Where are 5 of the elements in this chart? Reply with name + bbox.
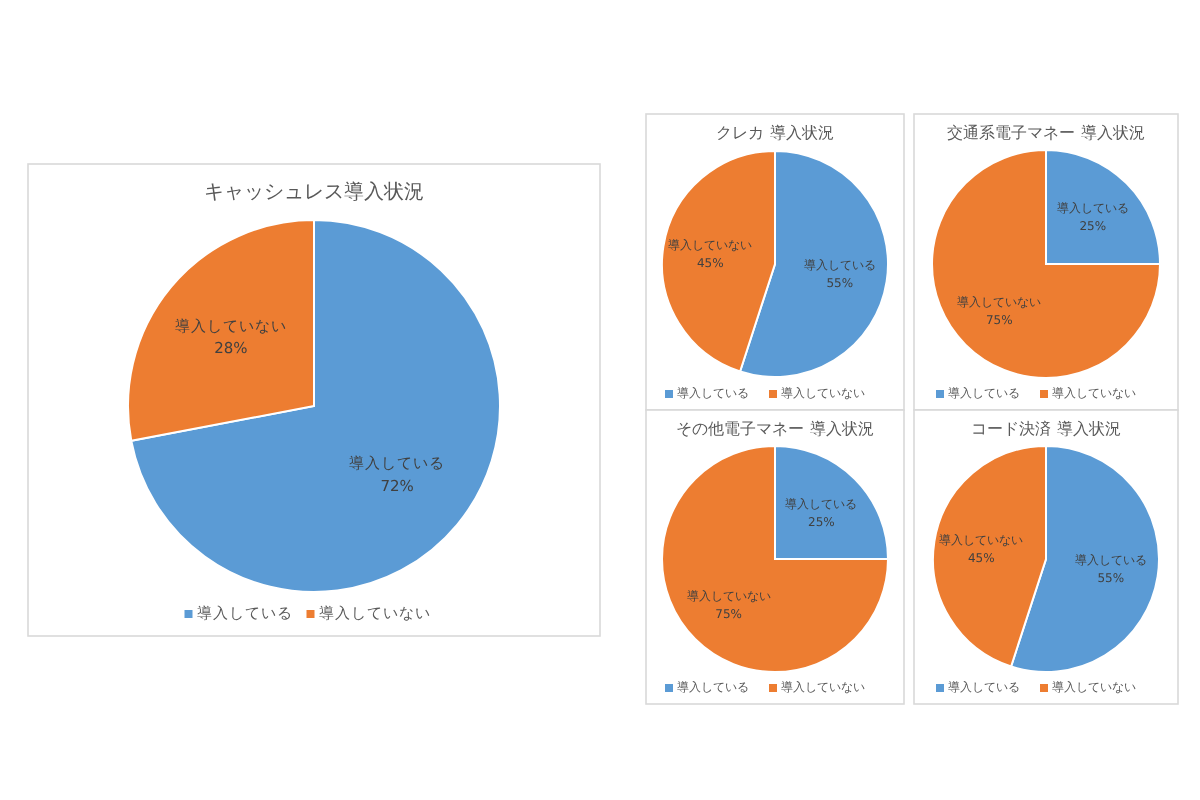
chart-title: クレカ 導入状況 (716, 124, 834, 142)
chart-title: コード決済 導入状況 (971, 420, 1121, 438)
chart-title: キャッシュレス導入状況 (204, 180, 424, 204)
chart-title: 交通系電子マネー 導入状況 (947, 124, 1145, 142)
chart-title: その他電子マネー 導入状況 (676, 420, 874, 438)
